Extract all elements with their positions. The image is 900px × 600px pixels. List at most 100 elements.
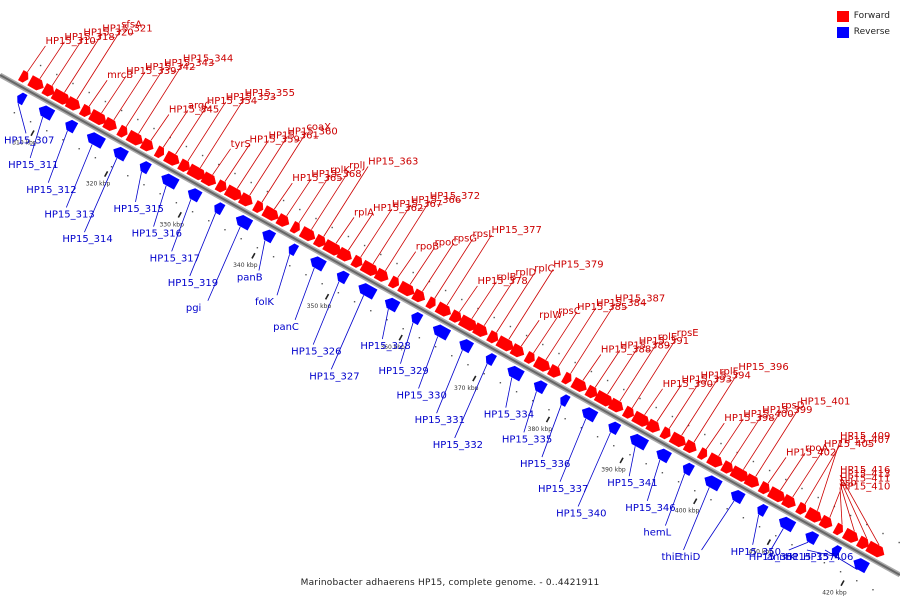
reverse-gene[interactable]	[654, 446, 672, 464]
forward-gene[interactable]	[547, 363, 563, 379]
forward-gene-label[interactable]: HP15_413	[840, 469, 890, 480]
forward-gene-label[interactable]: HP15_391	[639, 336, 689, 347]
gene-arrow[interactable]	[757, 481, 772, 495]
forward-gene-label[interactable]: rplJ	[349, 161, 365, 172]
forward-gene-label[interactable]: HP15_321	[102, 24, 152, 35]
forward-gene-label[interactable]: HP15_407	[840, 435, 890, 446]
reverse-gene-label[interactable]: HP15_312	[26, 185, 76, 196]
forward-gene[interactable]	[795, 501, 809, 516]
forward-gene-label[interactable]: HP15_365	[292, 173, 342, 184]
forward-gene-label[interactable]: rpsC	[558, 306, 581, 317]
forward-gene[interactable]	[682, 439, 699, 455]
forward-gene-label[interactable]: HP15_320	[83, 28, 133, 39]
reverse-gene[interactable]	[628, 432, 650, 451]
gene-arrow[interactable]	[252, 200, 265, 214]
reverse-gene[interactable]	[803, 529, 820, 546]
forward-gene[interactable]	[720, 460, 736, 476]
forward-gene-label[interactable]: HP15_354	[207, 96, 257, 107]
gene-arrow[interactable]	[584, 384, 600, 400]
gene-arrow[interactable]	[397, 280, 416, 298]
gene-arrow[interactable]	[628, 432, 650, 451]
gene-arrow[interactable]	[260, 228, 277, 244]
reverse-gene[interactable]	[286, 242, 300, 257]
reverse-gene-label[interactable]: HP15_317	[150, 253, 200, 264]
reverse-gene[interactable]	[702, 473, 723, 492]
forward-gene-label[interactable]: coaX	[306, 122, 331, 133]
forward-gene[interactable]	[668, 431, 688, 449]
forward-gene[interactable]	[832, 522, 845, 537]
reverse-gene-label[interactable]: pgi	[186, 303, 201, 314]
gene-arrow[interactable]	[434, 301, 453, 319]
forward-gene[interactable]	[696, 447, 709, 462]
reverse-gene-label[interactable]: HP15_326	[291, 347, 341, 358]
gene-arrow[interactable]	[659, 426, 673, 441]
gene-arrow[interactable]	[223, 184, 244, 203]
reverse-gene[interactable]	[580, 405, 599, 423]
forward-gene[interactable]	[523, 350, 537, 365]
reverse-gene-label[interactable]: HP15_315	[114, 204, 164, 215]
gene-arrow[interactable]	[85, 130, 106, 149]
gene-arrow[interactable]	[139, 137, 156, 153]
forward-gene-label[interactable]: HP15_344	[183, 54, 233, 65]
forward-gene-label[interactable]: rpoB	[416, 242, 440, 253]
forward-gene-label[interactable]: HP15_361	[268, 131, 318, 142]
forward-gene[interactable]	[18, 70, 30, 84]
reverse-gene[interactable]	[755, 503, 769, 517]
forward-gene[interactable]	[607, 397, 626, 414]
reverse-gene-label[interactable]: HP15_313	[44, 209, 94, 220]
forward-gene-label[interactable]: HP15_368	[311, 169, 361, 180]
gene-arrow[interactable]	[841, 527, 860, 545]
gene-arrow[interactable]	[668, 431, 688, 449]
gene-arrow[interactable]	[803, 529, 820, 546]
forward-gene-label[interactable]: rplC	[534, 264, 554, 275]
gene-arrow[interactable]	[523, 350, 537, 365]
reverse-gene-label[interactable]: HP15_406	[803, 552, 853, 563]
forward-gene-label[interactable]: HP15_378	[477, 276, 527, 287]
forward-gene[interactable]	[200, 171, 219, 188]
forward-gene[interactable]	[425, 296, 438, 311]
forward-gene-label[interactable]: HP15_366	[411, 195, 461, 206]
reverse-gene-label[interactable]: HP15_311	[8, 160, 58, 171]
forward-gene-label[interactable]: HP15_384	[596, 298, 646, 309]
reverse-gene[interactable]	[680, 461, 695, 476]
forward-gene-label[interactable]: HP15_389	[620, 340, 670, 351]
forward-gene[interactable]	[41, 83, 57, 98]
gene-arrow[interactable]	[63, 118, 79, 134]
reverse-gene-label[interactable]: HP15_332	[433, 440, 483, 451]
forward-gene-label[interactable]: HP15_339	[126, 66, 176, 77]
forward-gene-label[interactable]: HP15_390	[663, 379, 713, 390]
reverse-gene[interactable]	[260, 228, 277, 244]
forward-gene[interactable]	[27, 75, 46, 93]
gene-arrow[interactable]	[818, 514, 835, 530]
forward-gene-label[interactable]: rpsG	[454, 233, 477, 244]
reverse-gene-label[interactable]: HP15_330	[397, 390, 447, 401]
forward-gene-label[interactable]: rplB	[496, 272, 516, 283]
forward-gene-label[interactable]: HP15_411	[840, 473, 890, 484]
reverse-gene-label[interactable]: panC	[273, 322, 299, 333]
forward-gene[interactable]	[509, 343, 527, 360]
forward-gene[interactable]	[631, 410, 652, 429]
gene-arrow[interactable]	[702, 473, 723, 492]
gene-arrow[interactable]	[856, 535, 871, 551]
forward-gene-label[interactable]: rplE	[658, 332, 678, 343]
reverse-gene[interactable]	[606, 420, 622, 436]
gene-arrow[interactable]	[186, 163, 208, 182]
reverse-gene[interactable]	[334, 269, 350, 285]
gene-arrow[interactable]	[570, 376, 589, 394]
gene-arrow[interactable]	[200, 171, 219, 188]
gene-arrow[interactable]	[720, 460, 736, 476]
forward-gene-label[interactable]: HP15_377	[491, 225, 541, 236]
forward-gene[interactable]	[336, 246, 355, 263]
gene-arrow[interactable]	[558, 393, 571, 407]
reverse-gene[interactable]	[382, 296, 401, 313]
gene-arrow[interactable]	[781, 494, 798, 510]
forward-gene[interactable]	[177, 158, 193, 174]
gene-arrow[interactable]	[50, 88, 72, 107]
reverse-gene-label[interactable]: HP15_346	[625, 503, 675, 514]
forward-gene-label[interactable]: HP15_387	[615, 294, 665, 305]
forward-gene-label[interactable]: HP15_405	[824, 439, 874, 450]
gene-arrow[interactable]	[448, 309, 464, 325]
gene-arrow[interactable]	[153, 145, 166, 160]
forward-gene[interactable]	[743, 473, 762, 490]
reverse-gene-label[interactable]: HP15_351	[749, 552, 799, 563]
